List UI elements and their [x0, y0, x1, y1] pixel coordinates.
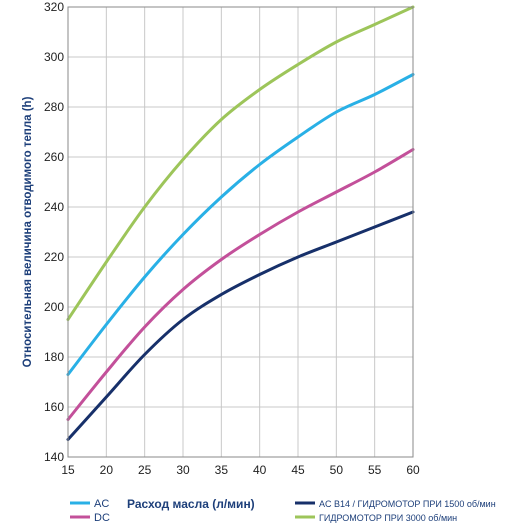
x-tick-label: 15	[61, 463, 75, 477]
series-line-ac	[66, 73, 415, 376]
x-tick-label: 30	[176, 463, 190, 477]
series-line-ac-b14-гидромотор-при-1500-об-мин	[66, 210, 415, 441]
legend-label: AC	[94, 498, 109, 510]
y-axis-label: Относительная величина отводимого тепла …	[22, 96, 34, 367]
y-tick-label: 280	[44, 100, 64, 114]
x-tick-labels: 15 20 25 30 35 40 45 50 55 60	[61, 463, 420, 477]
y-tick-label: 260	[44, 150, 64, 164]
y-tick-label: 160	[44, 400, 64, 414]
x-tick-label: 20	[100, 463, 114, 477]
x-tick-label: 35	[215, 463, 229, 477]
y-tick-label: 300	[44, 50, 64, 64]
series-line-dc	[66, 148, 415, 421]
y-tick-label: 220	[44, 250, 64, 264]
legend-label: DC	[94, 512, 110, 524]
y-tick-labels: 140 160 180 200 220 240 260 280 300 320	[44, 0, 64, 464]
x-tick-label: 50	[330, 463, 344, 477]
legend-label: AC B14 / ГИДРОМОТОР ПРИ 1500 об/мин	[319, 499, 496, 509]
series-line-гидромотор-при-3000-об-мин	[66, 5, 415, 321]
series-lines	[66, 5, 415, 441]
y-tick-label: 140	[44, 450, 64, 464]
legend-label: ГИДРОМОТОР ПРИ 3000 об/мин	[319, 513, 457, 523]
y-tick-label: 200	[44, 300, 64, 314]
plot-frame	[67, 6, 414, 458]
y-tick-label: 240	[44, 200, 64, 214]
x-tick-label: 40	[253, 463, 267, 477]
x-tick-label: 25	[138, 463, 152, 477]
x-tick-label: 45	[291, 463, 305, 477]
x-axis-label: Расход масла (л/мин)	[127, 497, 255, 511]
legend: AC DC AC B14 / ГИДРОМОТОР ПРИ 1500 об/мин Г…	[70, 498, 496, 524]
x-tick-label: 60	[406, 463, 420, 477]
plot-border	[67, 6, 414, 458]
y-tick-label: 180	[44, 350, 64, 364]
y-tick-label: 320	[44, 0, 64, 14]
x-tick-label: 55	[368, 463, 382, 477]
